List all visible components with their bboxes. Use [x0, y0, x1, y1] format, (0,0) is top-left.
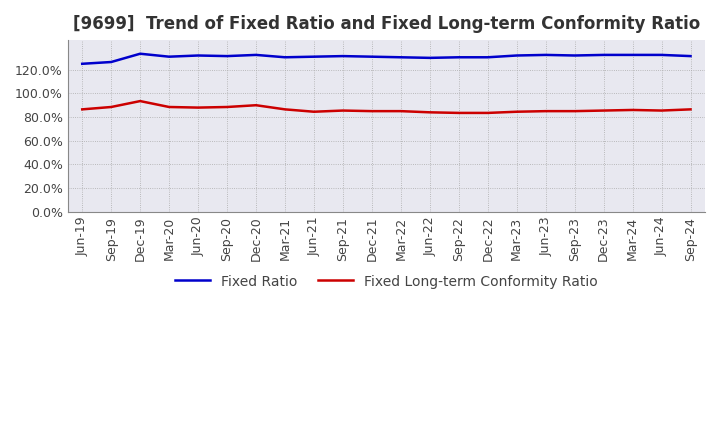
Fixed Long-term Conformity Ratio [426, 110, 434, 115]
Fixed Long-term Conformity Ratio [397, 109, 405, 114]
Fixed Long-term Conformity Ratio [310, 109, 318, 114]
Fixed Ratio [222, 53, 231, 59]
Fixed Ratio [194, 53, 202, 58]
Fixed Long-term Conformity Ratio [570, 109, 579, 114]
Fixed Ratio [657, 52, 666, 58]
Line: Fixed Ratio: Fixed Ratio [82, 54, 690, 64]
Fixed Ratio [483, 55, 492, 60]
Fixed Long-term Conformity Ratio [483, 110, 492, 116]
Fixed Long-term Conformity Ratio [165, 104, 174, 110]
Title: [9699]  Trend of Fixed Ratio and Fixed Long-term Conformity Ratio: [9699] Trend of Fixed Ratio and Fixed Lo… [73, 15, 700, 33]
Fixed Long-term Conformity Ratio [338, 108, 347, 113]
Fixed Ratio [599, 52, 608, 58]
Fixed Long-term Conformity Ratio [78, 107, 86, 112]
Fixed Ratio [310, 54, 318, 59]
Fixed Ratio [629, 52, 637, 58]
Fixed Long-term Conformity Ratio [513, 109, 521, 114]
Fixed Ratio [397, 55, 405, 60]
Fixed Ratio [165, 54, 174, 59]
Line: Fixed Long-term Conformity Ratio: Fixed Long-term Conformity Ratio [82, 101, 690, 113]
Fixed Ratio [454, 55, 463, 60]
Fixed Long-term Conformity Ratio [136, 99, 145, 104]
Fixed Long-term Conformity Ratio [107, 104, 115, 110]
Fixed Ratio [107, 59, 115, 65]
Fixed Long-term Conformity Ratio [541, 109, 550, 114]
Fixed Ratio [252, 52, 261, 58]
Fixed Long-term Conformity Ratio [629, 107, 637, 113]
Fixed Ratio [78, 61, 86, 66]
Fixed Long-term Conformity Ratio [252, 103, 261, 108]
Fixed Long-term Conformity Ratio [281, 107, 289, 112]
Fixed Long-term Conformity Ratio [657, 108, 666, 113]
Fixed Long-term Conformity Ratio [454, 110, 463, 116]
Fixed Ratio [136, 51, 145, 56]
Fixed Long-term Conformity Ratio [368, 109, 377, 114]
Fixed Ratio [570, 53, 579, 58]
Fixed Ratio [426, 55, 434, 61]
Fixed Long-term Conformity Ratio [599, 108, 608, 113]
Fixed Ratio [281, 55, 289, 60]
Fixed Ratio [541, 52, 550, 58]
Fixed Ratio [338, 53, 347, 59]
Fixed Ratio [686, 53, 695, 59]
Fixed Ratio [368, 54, 377, 59]
Fixed Long-term Conformity Ratio [222, 104, 231, 110]
Fixed Ratio [513, 53, 521, 58]
Legend: Fixed Ratio, Fixed Long-term Conformity Ratio: Fixed Ratio, Fixed Long-term Conformity … [169, 269, 603, 294]
Fixed Long-term Conformity Ratio [686, 107, 695, 112]
Fixed Long-term Conformity Ratio [194, 105, 202, 110]
